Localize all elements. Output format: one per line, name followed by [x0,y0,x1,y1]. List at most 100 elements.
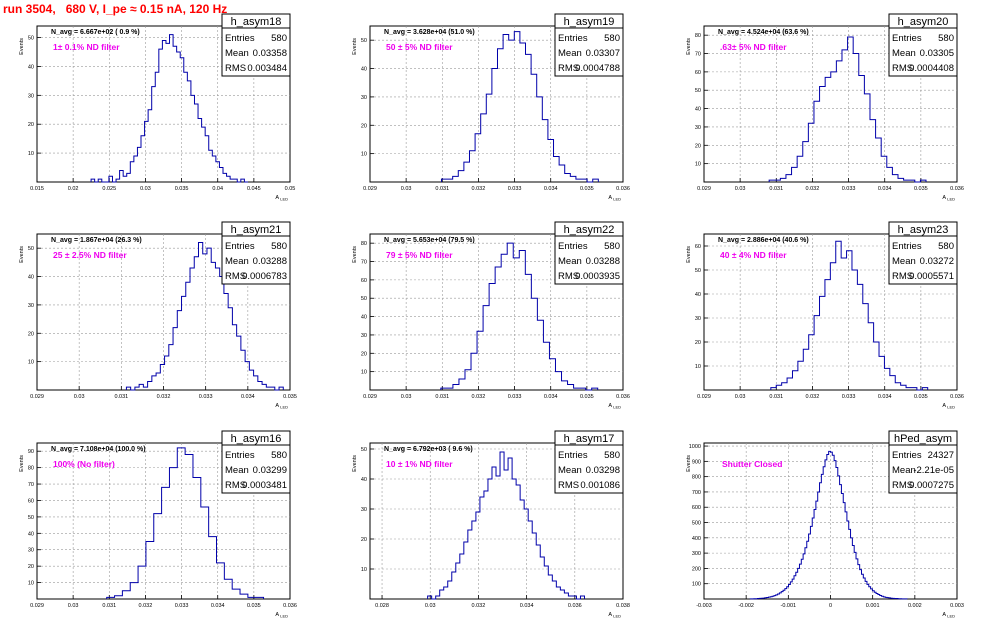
y-tick-label: 200 [692,566,701,572]
x-tick-label: 0.03 [401,186,412,192]
y-tick-label: 50 [361,447,367,453]
plot-frame [369,233,624,391]
x-tick-label: 0.036 [950,394,964,400]
x-axis-label-subscript: LED [613,614,621,619]
x-tick-label: 0.032 [806,186,820,192]
navg-label: N_avg = 7.108e+04 (100.0 %) [51,446,146,453]
x-tick-label: 0.028 [375,603,389,609]
histogram-name: h_asym22 [564,224,615,236]
x-tick-label: 0.035 [914,394,928,400]
stats-label: Entries [558,33,588,44]
x-tick-label: 0.038 [616,603,630,609]
y-axis-label: Events [686,246,692,263]
x-tick-label: 0.02 [68,186,79,192]
x-tick-label: 0.029 [697,186,711,192]
y-tick-label: 40 [695,292,701,298]
stats-value: 0.0004408 [909,63,954,74]
filter-label: 79 ± 5% ND filter [386,250,453,260]
x-axis-label-subscript: LED [613,405,621,410]
y-tick-label: 50 [361,38,367,44]
stats-label: RMS [558,480,579,491]
plot-frame [703,233,958,391]
stats-label: Mean [558,48,582,59]
y-tick-label: 30 [28,303,34,309]
y-tick-label: 50 [28,246,34,252]
histogram-name: h_asym16 [231,433,282,445]
histogram-name: h_asym20 [898,16,949,28]
x-tick-label: 0.032 [472,186,486,192]
stats-label: Entries [558,241,588,252]
navg-label: N_avg = 5.653e+04 (79.5 %) [384,237,475,244]
y-tick-label: 50 [695,268,701,274]
x-tick-label: 0.035 [247,603,261,609]
y-tick-label: 30 [361,95,367,101]
x-axis-label-subscript: LED [280,405,288,410]
x-tick-label: 0.025 [102,186,116,192]
x-tick-label: 0.036 [568,603,582,609]
y-tick-label: 70 [361,260,367,266]
stats-value: 580 [938,241,954,252]
stats-label: Mean [225,48,249,59]
filter-label: Shutter Closed [722,459,782,469]
y-tick-label: 70 [28,482,34,488]
x-tick-label: 0.03 [401,394,412,400]
x-tick-label: 0.035 [283,394,297,400]
histogram-name: h_asym19 [564,16,615,28]
stats-box [888,444,958,494]
navg-label: N_avg = 3.628e+04 (51.0 %) [384,29,475,36]
x-tick-label: 0.031 [435,394,449,400]
stats-value: 0.03358 [253,48,287,59]
stats-label: Mean [225,465,249,476]
x-tick-label: 0.03 [74,394,85,400]
y-tick-label: 70 [695,52,701,58]
x-tick-label: 0.033 [842,186,856,192]
y-tick-label: 60 [28,498,34,504]
stats-label: Entries [892,450,922,461]
y-tick-label: 60 [695,70,701,76]
stats-box [888,235,958,285]
y-tick-label: 10 [28,151,34,157]
x-tick-label: 0.036 [616,186,630,192]
stats-value: 580 [938,33,954,44]
filter-label: 25 ± 2.5% ND filter [53,250,127,260]
stats-label: Mean [558,465,582,476]
stats-label: Entries [225,450,255,461]
x-axis-label: A LED [275,403,288,410]
y-tick-label: 30 [28,93,34,99]
y-tick-label: 50 [28,515,34,521]
y-tick-label: 20 [361,123,367,129]
stats-value: 0.0004788 [575,63,620,74]
filter-label: 100% (No filter) [53,459,115,469]
histogram-name: h_asym21 [231,224,282,236]
stats-value: 0.03307 [586,48,620,59]
stats-value: 0.03272 [920,256,954,267]
x-tick-label: -0.002 [738,603,754,609]
stats-value: 580 [271,450,287,461]
y-tick-label: 400 [692,536,701,542]
stats-label: Mean [558,256,582,267]
x-tick-label: 0.03 [140,186,151,192]
histogram-series [770,240,929,391]
x-tick-label: 0.035 [914,186,928,192]
y-tick-label: 50 [361,296,367,302]
y-tick-label: 80 [361,241,367,247]
stats-label: Entries [225,241,255,252]
y-tick-label: 10 [361,567,367,573]
stats-box [888,27,958,77]
histogram-series [427,451,585,600]
histogram-series [440,31,599,183]
y-axis-label: Events [352,455,358,472]
y-tick-label: 40 [361,67,367,73]
stats-value: 24327 [928,450,954,461]
histogram-panel: -0.003 -0.002 -0.001 0 0.001 0.002 0.003 100 200… [686,430,964,619]
x-axis-label-subscript: LED [947,197,955,202]
y-tick-label: 40 [361,315,367,321]
histogram-panel: 0.029 0.03 0.031 0.032 0.033 0.034 0.035 0.036 1… [686,221,964,410]
x-tick-label: 0.029 [30,603,44,609]
x-tick-label: 0.035 [580,186,594,192]
page-title: run 3504, 680 V, I_pe ≈ 0.15 nA, 120 Hz [3,2,228,16]
y-tick-label: 500 [692,521,701,527]
y-tick-label: 20 [695,340,701,346]
plot-frame [369,442,624,600]
